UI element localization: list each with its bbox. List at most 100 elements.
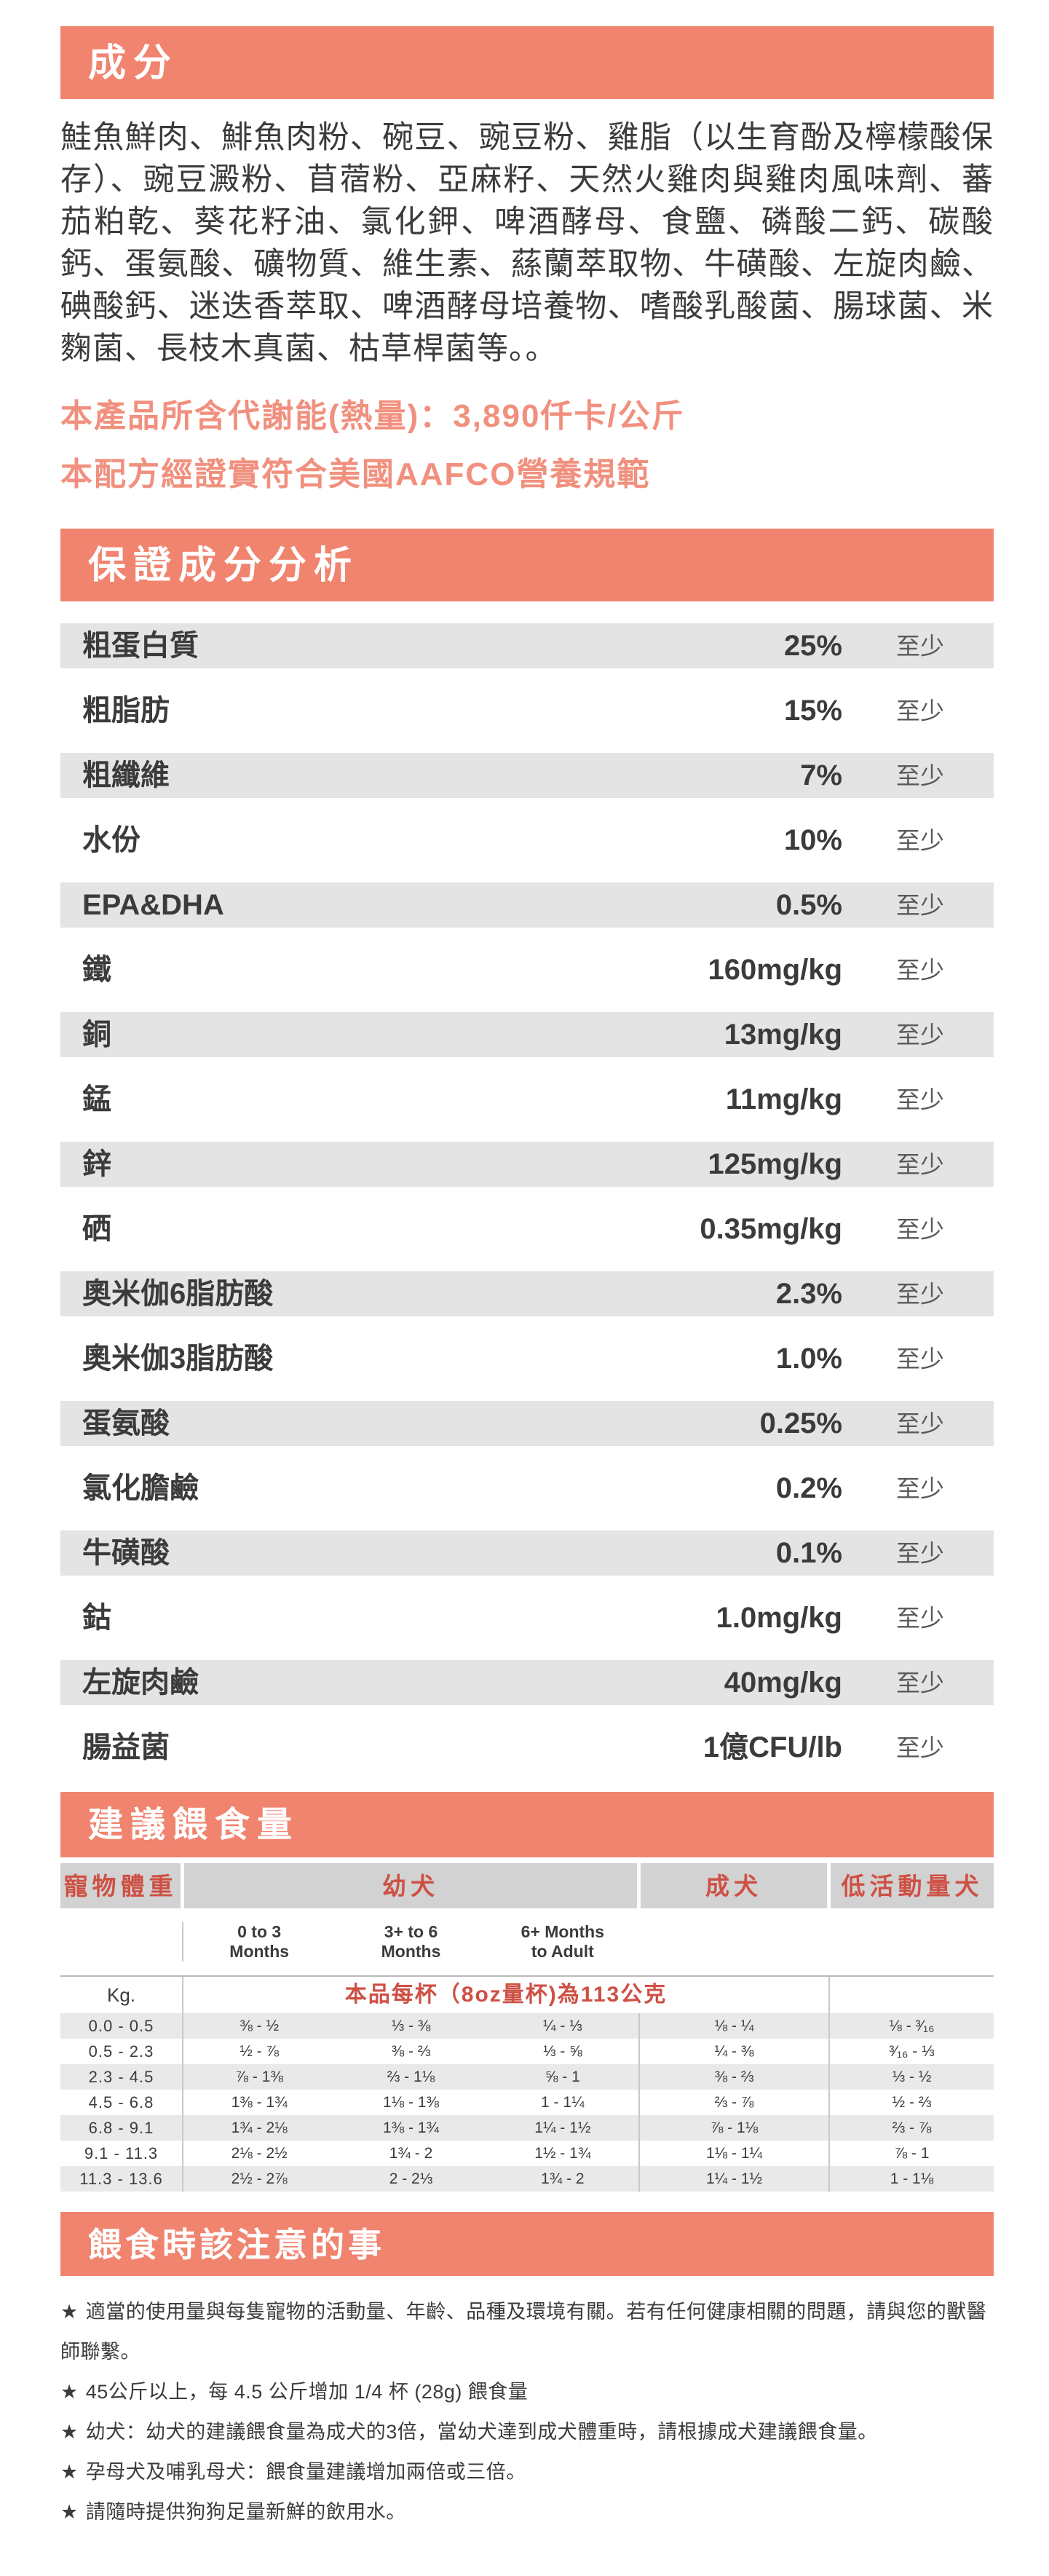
subheader-line: 3+ to 6: [384, 1922, 438, 1941]
feeding-row: 11.3 - 13.6 2½ - 2⅞ 2 - 2⅓ 1¾ - 2 1¼ - 1½ 1 -…: [60, 2166, 994, 2192]
adult-amount: ⅞ - 1⅛: [638, 2115, 828, 2141]
note-text: 請隨時提供狗狗足量新鮮的飲用水。: [85, 2501, 406, 2523]
analysis-row: 奧米伽6脂肪酸 2.3% 至少: [60, 1271, 994, 1316]
feeding-amount: 2⅛ - 2½: [231, 2145, 288, 2162]
feeding-notes-list: ★ 適當的使用量與每隻寵物的活動量、年齡、品種及環境有關。若有任何健康相關的問題，…: [60, 2292, 994, 2532]
feeding-amount: 1 - 1¼: [541, 2094, 585, 2111]
minimum-label: 至少: [896, 1605, 944, 1632]
nutrient-name: 粗纖維: [82, 759, 170, 791]
analysis-row: 鈷 1.0mg/kg 至少: [60, 1595, 994, 1640]
minimum-label: 至少: [896, 1346, 944, 1372]
analysis-row: 粗纖維 7% 至少: [60, 753, 994, 798]
nutrient-name: 粗脂肪: [82, 695, 170, 727]
nutrient-value: 2.3%: [775, 1278, 842, 1310]
feeding-row: 9.1 - 11.3 2⅛ - 2½ 1¾ - 2 1½ - 1¾ 1⅛ - 1¼ ⅞ -…: [60, 2141, 994, 2166]
minimum-label: 至少: [896, 1475, 944, 1502]
puppy-age-subheaders: 0 to 3 Months 3+ to 6 Months 6+ Months t…: [182, 1922, 638, 1961]
nutrient-name: 左旋肉鹼: [82, 1667, 199, 1699]
ingredients-text: 鮭魚鮮肉、鯡魚肉粉、碗豆、豌豆粉、雞脂（以生育酚及檸檬酸保存）、豌豆澱粉、苜蓿粉…: [60, 120, 994, 366]
subheader-3-6-months: 3+ to 6 Months: [335, 1922, 486, 1961]
minimum-label: 至少: [896, 1086, 944, 1113]
nutrient-value: 0.1%: [775, 1537, 842, 1569]
subheader-line: Months: [229, 1942, 290, 1961]
feeding-amount: 1¼ - 1½: [534, 2119, 591, 2136]
weight-range: 2.3 - 4.5: [88, 2068, 154, 2086]
nutrient-value: 1.0mg/kg: [716, 1602, 842, 1634]
feeding-amount: ½ - ⅞: [240, 2043, 280, 2060]
analysis-row: 鐵 160mg/kg 至少: [60, 947, 994, 992]
analysis-row: 奧米伽3脂肪酸 1.0% 至少: [60, 1336, 994, 1381]
nutrient-name: 牛磺酸: [82, 1537, 170, 1569]
puppy-amounts: 1¾ - 2⅛ 1⅜ - 1¾ 1¼ - 1½: [182, 2115, 638, 2141]
nutrient-name: 銅: [82, 1019, 111, 1051]
nutrient-value: 125mg/kg: [708, 1148, 842, 1180]
analysis-row: EPA&DHA 0.5% 至少: [60, 882, 994, 928]
weight-range: 0.0 - 0.5: [88, 2017, 154, 2035]
minimum-label: 至少: [896, 762, 944, 789]
nutrient-name: 粗蛋白質: [82, 630, 199, 662]
analysis-row: 硒 0.35mg/kg 至少: [60, 1206, 994, 1252]
adult-amount: ⅔ - ⅞: [638, 2090, 828, 2115]
subheader-0-3-months: 0 to 3 Months: [183, 1922, 335, 1961]
puppy-amounts: ½ - ⅞ ⅜ - ⅔ ⅓ - ⅝: [182, 2039, 638, 2064]
column-header-low-activity: 低活動量犬: [831, 1863, 994, 1908]
nutrient-name: 鈷: [82, 1602, 111, 1634]
ingredients-section-header: 成分: [60, 26, 994, 99]
minimum-label: 至少: [896, 1670, 944, 1696]
nutrient-value: 13mg/kg: [724, 1019, 842, 1051]
guaranteed-analysis-header: 保證成分分析: [60, 529, 994, 601]
minimum-label: 至少: [896, 827, 944, 854]
feeding-amount: 1¾ - 2: [389, 2145, 433, 2162]
analysis-row: 腸益菌 1億CFU/lb 至少: [60, 1725, 994, 1770]
subheader-6plus-months: 6+ Months to Adult: [487, 1922, 638, 1961]
product-info-lines: 本產品所含代謝能(熱量)：3,890仟卡/公斤 本配方經證實符合美國AAFCO營…: [60, 387, 994, 504]
analysis-row: 粗脂肪 15% 至少: [60, 688, 994, 733]
guaranteed-analysis-table: 粗蛋白質 25% 至少 粗脂肪 15% 至少 粗纖維 7% 至少 水份 10% 至少 EPA&DHA 0.…: [60, 623, 994, 1770]
feeding-amount: 1⅜ - 1¾: [382, 2119, 440, 2136]
feeding-note: ★ 請隨時提供狗狗足量新鮮的飲用水。: [60, 2492, 994, 2532]
minimum-label: 至少: [896, 892, 944, 919]
adult-amount: 1⅛ - 1¼: [638, 2141, 828, 2166]
nutrient-value: 40mg/kg: [724, 1667, 842, 1699]
feeding-amount: 1⅜ - 1¾: [231, 2094, 288, 2111]
feeding-table-subheader-row: 0 to 3 Months 3+ to 6 Months 6+ Months t…: [60, 1908, 994, 1975]
subheader-line: to Adult: [531, 1942, 594, 1961]
feeding-amount: ⅓ - ⅜: [391, 2018, 431, 2034]
minimum-label: 至少: [896, 957, 944, 984]
feeding-amount: ⅜ - ½: [240, 2018, 280, 2034]
minimum-label: 至少: [896, 633, 944, 660]
analysis-row: 鋅 125mg/kg 至少: [60, 1142, 994, 1187]
note-text: 適當的使用量與每隻寵物的活動量、年齡、品種及環境有關。若有任何健康相關的問題，請…: [60, 2301, 987, 2363]
feeding-row: 6.8 - 9.1 1¾ - 2⅛ 1⅜ - 1¾ 1¼ - 1½ ⅞ - 1⅛ ⅔ - …: [60, 2115, 994, 2141]
nutrient-value: 0.35mg/kg: [700, 1213, 842, 1245]
feeding-amount: ⅝ - 1: [545, 2069, 580, 2085]
weight-range: 11.3 - 13.6: [79, 2170, 163, 2188]
nutrient-value: 25%: [783, 630, 842, 662]
feeding-amount: ⅔ - 1⅛: [387, 2069, 435, 2085]
column-header-puppy: 幼犬: [184, 1863, 637, 1908]
nutrient-name: EPA&DHA: [82, 889, 224, 921]
analysis-row: 牛磺酸 0.1% 至少: [60, 1530, 994, 1576]
analysis-row: 水份 10% 至少: [60, 818, 994, 863]
unit-row-spacer: [828, 1977, 994, 2013]
nutrient-name: 硒: [82, 1213, 111, 1245]
puppy-amounts: 2½ - 2⅞ 2 - 2⅓ 1¾ - 2: [182, 2166, 638, 2192]
subheader-line: Months: [381, 1942, 441, 1961]
nutrient-value: 7%: [800, 759, 842, 791]
minimum-label: 至少: [896, 1022, 944, 1048]
low-activity-amount: ⅞ - 1: [828, 2141, 994, 2166]
feeding-note: ★ 45公斤以上，每 4.5 公斤增加 1/4 杯 (28g) 餵食量: [60, 2372, 994, 2412]
feeding-amount: 1½ - 1¾: [534, 2145, 591, 2162]
minimum-label: 至少: [896, 1410, 944, 1437]
minimum-label: 至少: [896, 1151, 944, 1178]
nutrient-name: 蛋氨酸: [82, 1407, 170, 1439]
nutrient-value: 1.0%: [775, 1343, 842, 1375]
column-header-pet-weight: 寵物體重: [60, 1863, 181, 1908]
feeding-amount: 1¾ - 2⅛: [231, 2119, 288, 2136]
adult-amount: 1¼ - 1½: [638, 2166, 828, 2192]
unit-label: Kg.: [106, 1984, 136, 2006]
low-activity-amount: ⅛ - ³⁄₁₆: [828, 2013, 994, 2039]
note-text: 45公斤以上，每 4.5 公斤增加 1/4 杯 (28g) 餵食量: [85, 2381, 529, 2403]
feeding-amount: 2½ - 2⅞: [231, 2170, 288, 2187]
adult-amount: ¼ - ⅜: [638, 2039, 828, 2064]
